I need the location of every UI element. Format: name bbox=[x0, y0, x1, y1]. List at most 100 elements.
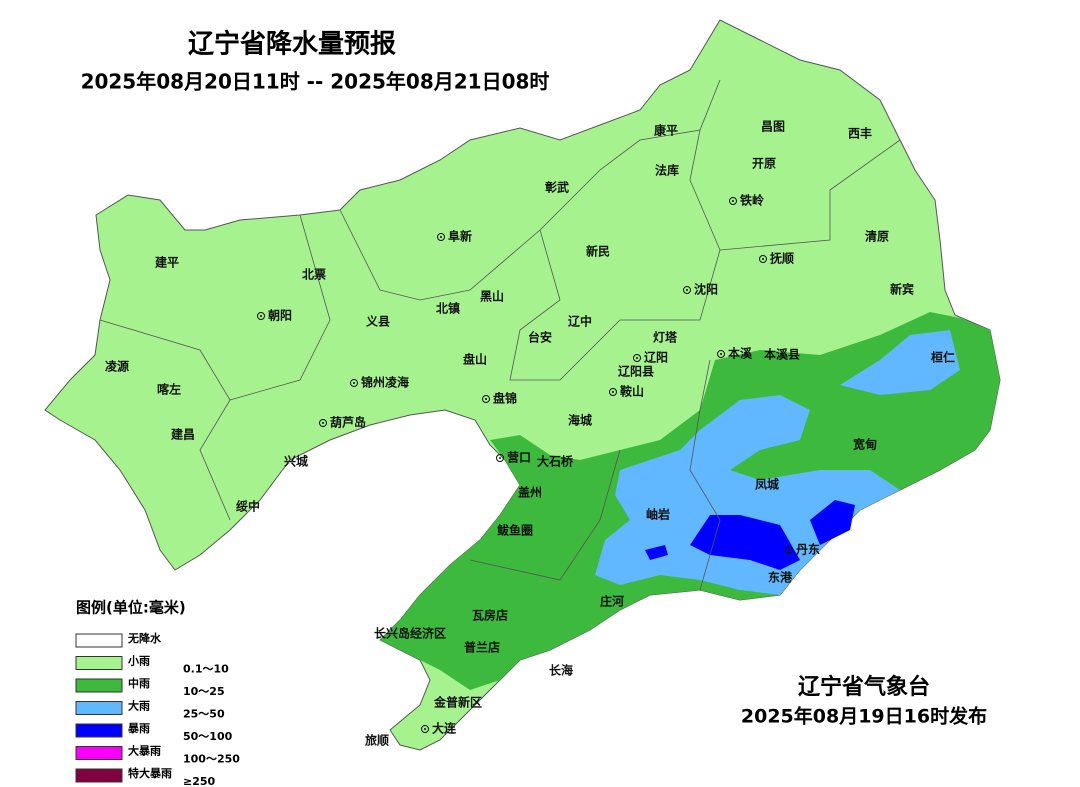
legend-name: 特大暴雨 bbox=[128, 766, 172, 780]
place-label: 清原 bbox=[865, 229, 889, 244]
place-label: 瓦房店 bbox=[472, 608, 508, 623]
place-label: 庄河 bbox=[600, 594, 624, 609]
legend-name: 中雨 bbox=[128, 676, 150, 690]
legend-range: 50～100 bbox=[183, 730, 233, 743]
city-marker bbox=[609, 388, 617, 396]
place-label: 鞍山 bbox=[620, 384, 644, 399]
legend-name: 大暴雨 bbox=[128, 744, 161, 758]
city-marker-dot bbox=[788, 549, 790, 551]
legend-range: 10～25 bbox=[183, 685, 225, 698]
place-label: 台安 bbox=[528, 330, 552, 345]
area-heavy-rain bbox=[595, 395, 900, 595]
area-heavy-rain bbox=[840, 330, 960, 395]
place-label: 灯塔 bbox=[653, 330, 678, 345]
legend-swatch bbox=[75, 678, 123, 693]
city-marker bbox=[683, 286, 691, 294]
city-marker bbox=[421, 725, 429, 733]
legend-name: 小雨 bbox=[127, 654, 150, 668]
issue-time: 2025年08月19日16时发布 bbox=[741, 705, 987, 728]
place-label: 康平 bbox=[654, 123, 678, 138]
legend-swatch bbox=[75, 768, 123, 783]
legend-swatch bbox=[75, 701, 123, 715]
place-label: 兴城 bbox=[284, 454, 308, 469]
place-label: 新民 bbox=[586, 244, 610, 259]
city-marker bbox=[257, 312, 265, 320]
map-title: 辽宁省降水量预报 bbox=[188, 29, 396, 60]
city-marker-dot bbox=[762, 258, 764, 260]
legend-swatch bbox=[75, 656, 123, 670]
city-marker-dot bbox=[485, 398, 487, 400]
legend-range: 0.1～10 bbox=[183, 663, 229, 676]
place-label: 义县 bbox=[365, 314, 390, 329]
place-label: 建平 bbox=[154, 255, 179, 270]
place-label: 丹东 bbox=[796, 542, 820, 557]
city-marker bbox=[729, 197, 737, 205]
place-label: 长兴岛经济区 bbox=[374, 626, 446, 641]
county-borders bbox=[99, 79, 901, 591]
city-marker-dot bbox=[424, 728, 426, 730]
place-label: 昌图 bbox=[761, 120, 785, 134]
place-label: 长海 bbox=[549, 663, 573, 678]
city-marker bbox=[437, 233, 445, 241]
legend-name: 大雨 bbox=[128, 699, 150, 713]
area-rainstorm bbox=[645, 545, 668, 560]
city-marker bbox=[482, 395, 490, 403]
legend-range: 25～50 bbox=[183, 708, 225, 721]
place-label: 金普新区 bbox=[433, 695, 482, 710]
place-label: 盘山 bbox=[463, 352, 487, 367]
legend-range: ≥250 bbox=[183, 775, 216, 787]
place-label: 建昌 bbox=[170, 427, 195, 442]
city-marker-dot bbox=[440, 236, 442, 238]
city-marker-dot bbox=[499, 457, 501, 459]
place-label: 阜新 bbox=[448, 229, 472, 244]
place-label: 辽阳县 bbox=[618, 364, 654, 379]
city-marker-dot bbox=[720, 353, 722, 355]
place-label: 大连 bbox=[432, 721, 457, 736]
place-label: 本溪 bbox=[728, 346, 753, 361]
city-marker bbox=[496, 454, 504, 462]
place-label: 东港 bbox=[768, 570, 793, 585]
city-marker bbox=[350, 379, 358, 387]
place-label: 彰武 bbox=[545, 180, 569, 195]
place-label: 岫岩 bbox=[646, 507, 670, 522]
place-label: 大石桥 bbox=[537, 454, 574, 469]
place-label: 抚顺 bbox=[770, 251, 794, 266]
place-label: 普兰店 bbox=[464, 640, 500, 655]
place-label: 朝阳 bbox=[268, 308, 292, 323]
place-label: 北票 bbox=[302, 267, 326, 282]
place-label: 黑山 bbox=[480, 289, 504, 304]
place-label: 盘锦 bbox=[493, 391, 517, 406]
place-label: 开原 bbox=[752, 157, 776, 171]
city-marker bbox=[785, 546, 793, 554]
area-rainstorm bbox=[810, 500, 855, 545]
place-label: 凤城 bbox=[755, 477, 779, 492]
place-label: 铁岭 bbox=[740, 193, 764, 208]
legend-swatch bbox=[75, 746, 123, 760]
issuer: 辽宁省气象台 bbox=[798, 674, 930, 700]
place-label: 辽阳 bbox=[644, 350, 668, 365]
city-marker-dot bbox=[686, 289, 688, 291]
place-label: 新宾 bbox=[890, 282, 914, 297]
city-marker bbox=[319, 419, 327, 427]
place-label: 喀左 bbox=[157, 382, 181, 397]
place-label: 旅顺 bbox=[365, 733, 389, 748]
legend-swatch bbox=[75, 633, 123, 648]
city-marker bbox=[717, 350, 725, 358]
city-marker-dot bbox=[353, 382, 355, 384]
place-label: 盖州 bbox=[518, 485, 542, 500]
city-marker-dot bbox=[260, 315, 262, 317]
place-label: 北镇 bbox=[436, 301, 460, 316]
legend-swatch bbox=[75, 723, 123, 738]
place-label: 海城 bbox=[568, 413, 592, 428]
place-label: 沈阳 bbox=[694, 282, 718, 297]
place-label: 西丰 bbox=[848, 126, 872, 141]
city-marker bbox=[759, 255, 767, 263]
place-label: 葫芦岛 bbox=[330, 415, 366, 430]
legend-name: 无降水 bbox=[127, 631, 162, 645]
place-label: 宽甸 bbox=[852, 437, 877, 452]
legend-name: 暴雨 bbox=[127, 722, 150, 735]
place-label: 桓仁 bbox=[931, 350, 955, 365]
map-period: 2025年08月20日11时 -- 2025年08月21日08时 bbox=[81, 70, 550, 94]
